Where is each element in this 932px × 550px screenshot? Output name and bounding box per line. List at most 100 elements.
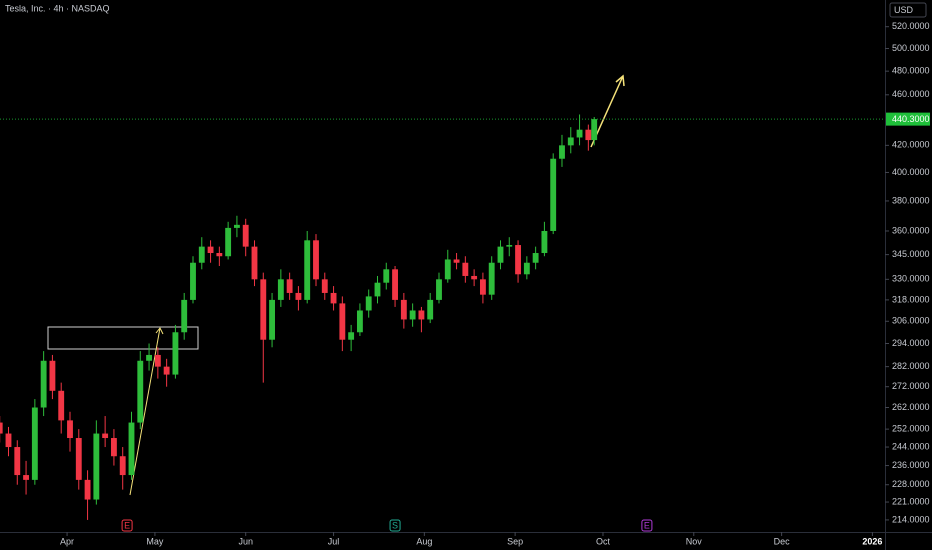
- candle-body: [506, 245, 513, 247]
- candle-body: [576, 129, 583, 138]
- candle-body: [137, 360, 144, 423]
- x-tick-label: Dec: [774, 536, 791, 546]
- candle-body: [286, 279, 293, 293]
- candle-body: [14, 447, 21, 476]
- candle-body: [5, 433, 12, 448]
- y-tick-label: 214.0000: [892, 514, 930, 524]
- candle-body: [591, 119, 598, 141]
- y-tick-label: 221.0000: [892, 496, 930, 506]
- candle-body: [93, 433, 100, 500]
- candle-body: [444, 259, 451, 280]
- x-tick-label: 2026: [862, 536, 882, 546]
- candle-body: [146, 354, 152, 361]
- y-tick-label: 345.0000: [892, 249, 930, 259]
- y-tick-label: 306.0000: [892, 316, 930, 326]
- x-tick-label: Nov: [686, 536, 703, 546]
- candle-body: [110, 438, 117, 457]
- candle-body: [260, 279, 267, 340]
- candle-body: [348, 332, 355, 340]
- candle-body: [339, 303, 346, 340]
- x-tick-label: Jul: [328, 536, 340, 546]
- candle-body: [251, 246, 258, 280]
- candle-body: [295, 292, 302, 300]
- candle-body: [515, 245, 521, 275]
- y-tick-label: 500.0000: [892, 43, 930, 53]
- candle-body: [154, 354, 161, 367]
- y-tick-label: 318.0000: [892, 294, 930, 304]
- candle-body: [181, 299, 188, 333]
- event-label: E: [124, 520, 130, 530]
- candle-body: [400, 299, 407, 320]
- candle-body: [172, 332, 179, 375]
- candle-body: [233, 224, 240, 228]
- candle-body: [216, 253, 223, 257]
- candle-body: [67, 420, 73, 439]
- y-tick-label: 420.0000: [892, 140, 930, 150]
- candle-body: [479, 279, 486, 295]
- candle-body: [49, 360, 56, 391]
- candle-body: [304, 240, 311, 300]
- y-tick-label: 236.0000: [892, 460, 930, 470]
- candle-body: [453, 259, 460, 263]
- candle-body: [58, 390, 65, 421]
- arrow-head: [615, 74, 625, 87]
- candle-body: [313, 240, 319, 280]
- event-label: S: [392, 520, 398, 530]
- candle-body: [374, 282, 381, 297]
- candle-body: [225, 227, 232, 257]
- last-price-box: [886, 112, 930, 126]
- last-price-label: 440.3000: [892, 114, 930, 124]
- event-marker: [641, 519, 653, 532]
- x-tick-label: Aug: [416, 536, 432, 546]
- candle-body: [198, 246, 205, 263]
- y-tick-label: 380.0000: [892, 195, 930, 205]
- candle-body: [585, 129, 592, 141]
- candle-body: [559, 145, 565, 159]
- candle-body: [40, 360, 47, 408]
- x-tick-label: Apr: [60, 536, 74, 546]
- chart-title: Tesla, Inc. · 4h · NASDAQ: [5, 3, 110, 13]
- candle-body: [321, 279, 328, 293]
- candle-body: [242, 224, 249, 247]
- candle-body: [567, 137, 574, 146]
- candles: [0, 114, 598, 520]
- candle-body: [75, 438, 82, 480]
- arrow-head: [155, 327, 164, 335]
- candle-body: [497, 246, 504, 263]
- candle-body: [269, 299, 275, 340]
- event-marker: [389, 519, 401, 532]
- candle-body: [190, 262, 196, 300]
- candle-body: [0, 422, 3, 434]
- currency-button[interactable]: [889, 2, 927, 18]
- x-tick-label: Jun: [238, 536, 253, 546]
- candle-body: [523, 262, 530, 275]
- candle-body: [427, 299, 434, 320]
- y-tick-label: 360.0000: [892, 225, 930, 235]
- candle-body: [550, 158, 557, 231]
- candle-body: [84, 479, 91, 500]
- candle-body: [119, 456, 126, 476]
- drawn-rectangle: [47, 326, 199, 350]
- candle-body: [277, 279, 284, 300]
- y-tick-label: 460.0000: [892, 89, 930, 99]
- x-tick-label: May: [146, 536, 164, 546]
- y-tick-label: 228.0000: [892, 479, 930, 489]
- candle-body: [356, 310, 363, 333]
- candle-body: [532, 253, 539, 263]
- y-tick-label: 282.0000: [892, 361, 930, 371]
- y-tick-label: 294.0000: [892, 338, 930, 348]
- y-tick-label: 272.0000: [892, 381, 930, 391]
- y-tick-label: 480.0000: [892, 66, 930, 76]
- y-tick-label: 330.0000: [892, 274, 930, 284]
- y-tick-label: 400.0000: [892, 167, 930, 177]
- candle-body: [392, 269, 398, 300]
- currency-label: USD: [894, 5, 914, 15]
- x-tick-label: Oct: [596, 536, 611, 546]
- candle-body: [102, 433, 109, 439]
- candle-body: [471, 275, 478, 280]
- candle-body: [541, 230, 548, 254]
- candle-body: [488, 262, 495, 295]
- candle-body: [163, 366, 170, 375]
- x-tick-label: Sep: [507, 536, 523, 546]
